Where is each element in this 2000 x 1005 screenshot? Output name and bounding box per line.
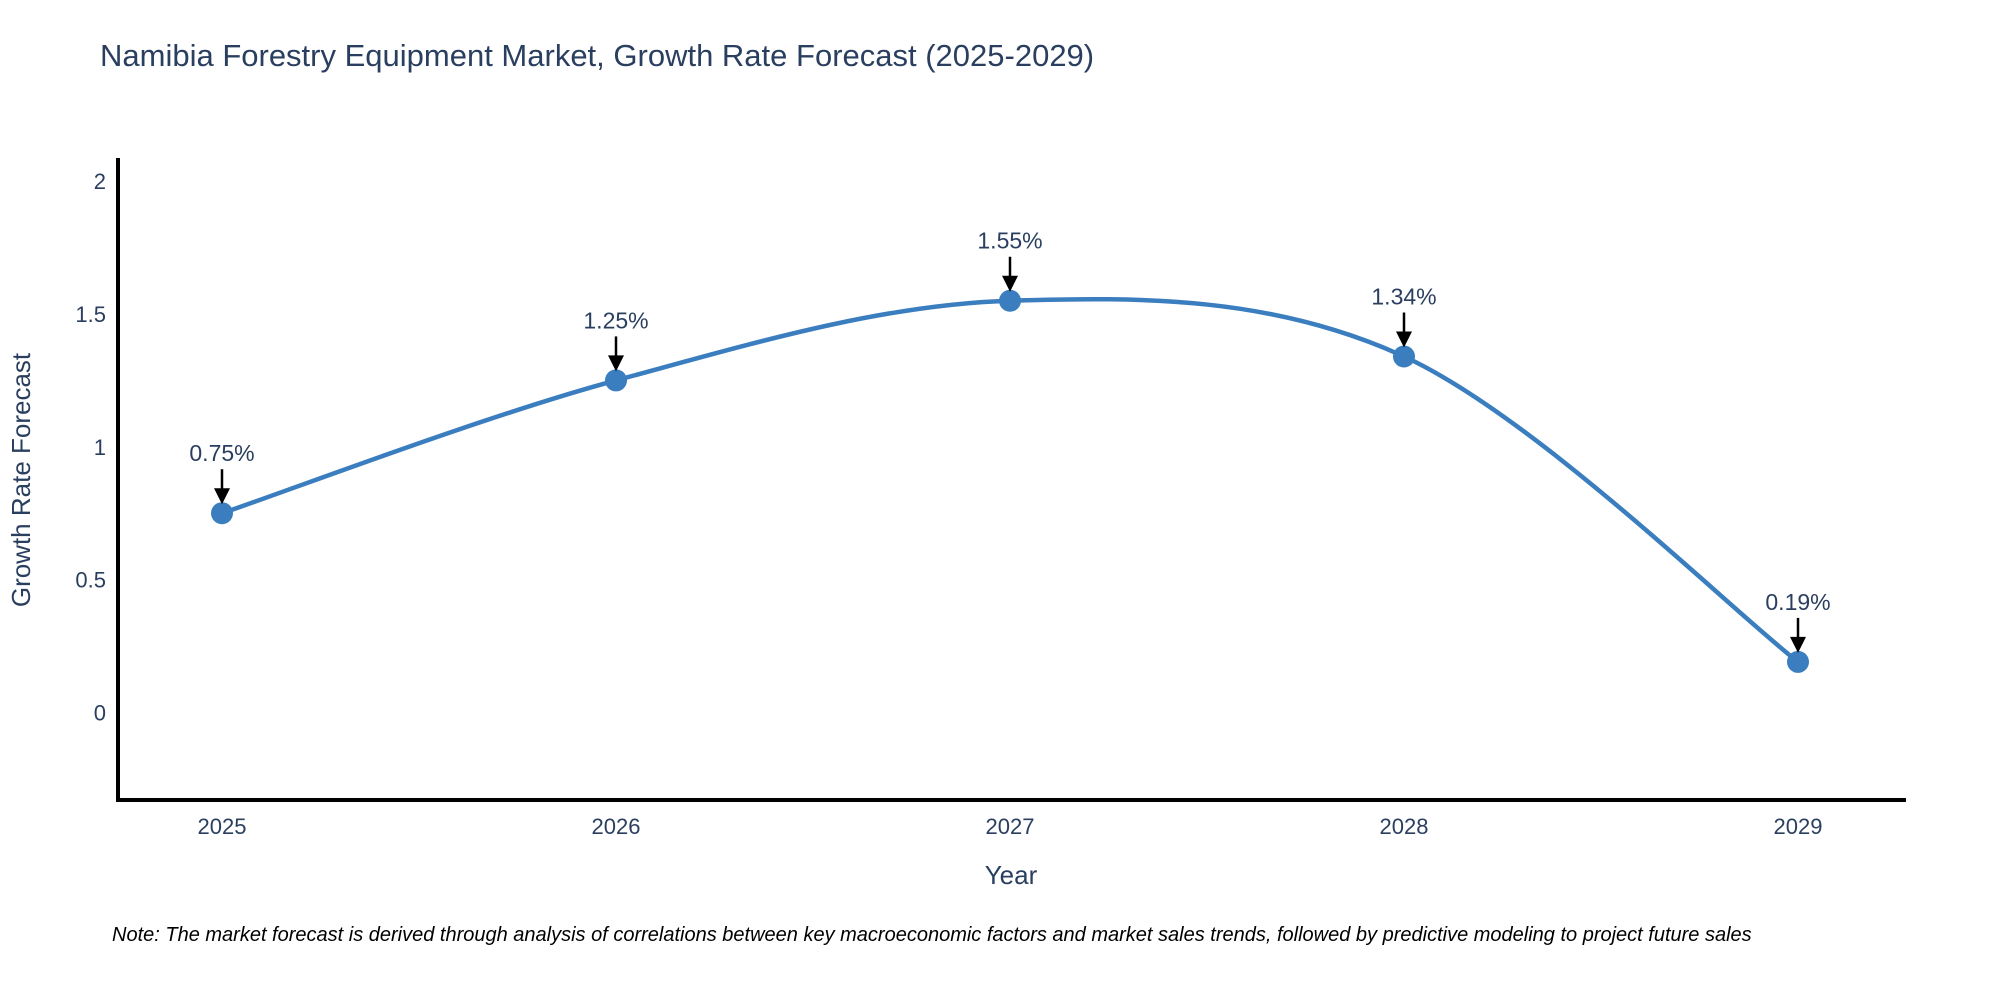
y-tick-label: 2 (94, 169, 106, 194)
forecast-line (219, 296, 1801, 665)
annotation-label: 1.55% (977, 228, 1042, 254)
data-point-2028 (1393, 345, 1415, 368)
x-tick-label: 2027 (986, 814, 1035, 839)
footnote: Note: The market forecast is derived thr… (112, 924, 1752, 946)
y-tick-label: 0.5 (75, 568, 106, 593)
y-axis-title: Growth Rate Forecast (6, 352, 36, 607)
x-axis-tick-labels: 2025 2026 2027 2028 2029 (198, 814, 1823, 839)
y-tick-label: 0 (94, 700, 106, 725)
x-tick-label: 2028 (1380, 814, 1429, 839)
y-axis-tick-labels: 0 0.5 1 1.5 2 (75, 169, 106, 725)
x-tick-label: 2025 (198, 814, 247, 839)
annotation-arrowhead (1790, 636, 1806, 653)
x-tick-label: 2026 (592, 814, 641, 839)
data-point-annotations: 0.75% 1.25% 1.55% 1.34% 0.19% (189, 228, 1831, 653)
annotation-label: 1.34% (1371, 284, 1436, 310)
annotation-arrowhead (1396, 331, 1412, 348)
data-point-2027 (999, 289, 1021, 312)
chart-title: Namibia Forestry Equipment Market, Growt… (100, 38, 1094, 73)
annotation-label: 1.25% (583, 307, 648, 333)
line-series (211, 289, 1809, 673)
annotation-arrowhead (1002, 275, 1018, 292)
annotation-arrowhead (608, 355, 624, 372)
data-point-2026 (605, 369, 627, 392)
data-point-2025 (211, 502, 233, 525)
y-tick-label: 1.5 (75, 302, 106, 327)
annotation-label: 0.19% (1765, 589, 1830, 615)
x-tick-label: 2029 (1774, 814, 1823, 839)
annotation-arrowhead (214, 488, 230, 505)
data-point-2029 (1787, 650, 1809, 673)
y-tick-label: 1 (94, 435, 106, 460)
annotation-label: 0.75% (189, 440, 254, 466)
x-axis-title: Year (985, 860, 1038, 890)
